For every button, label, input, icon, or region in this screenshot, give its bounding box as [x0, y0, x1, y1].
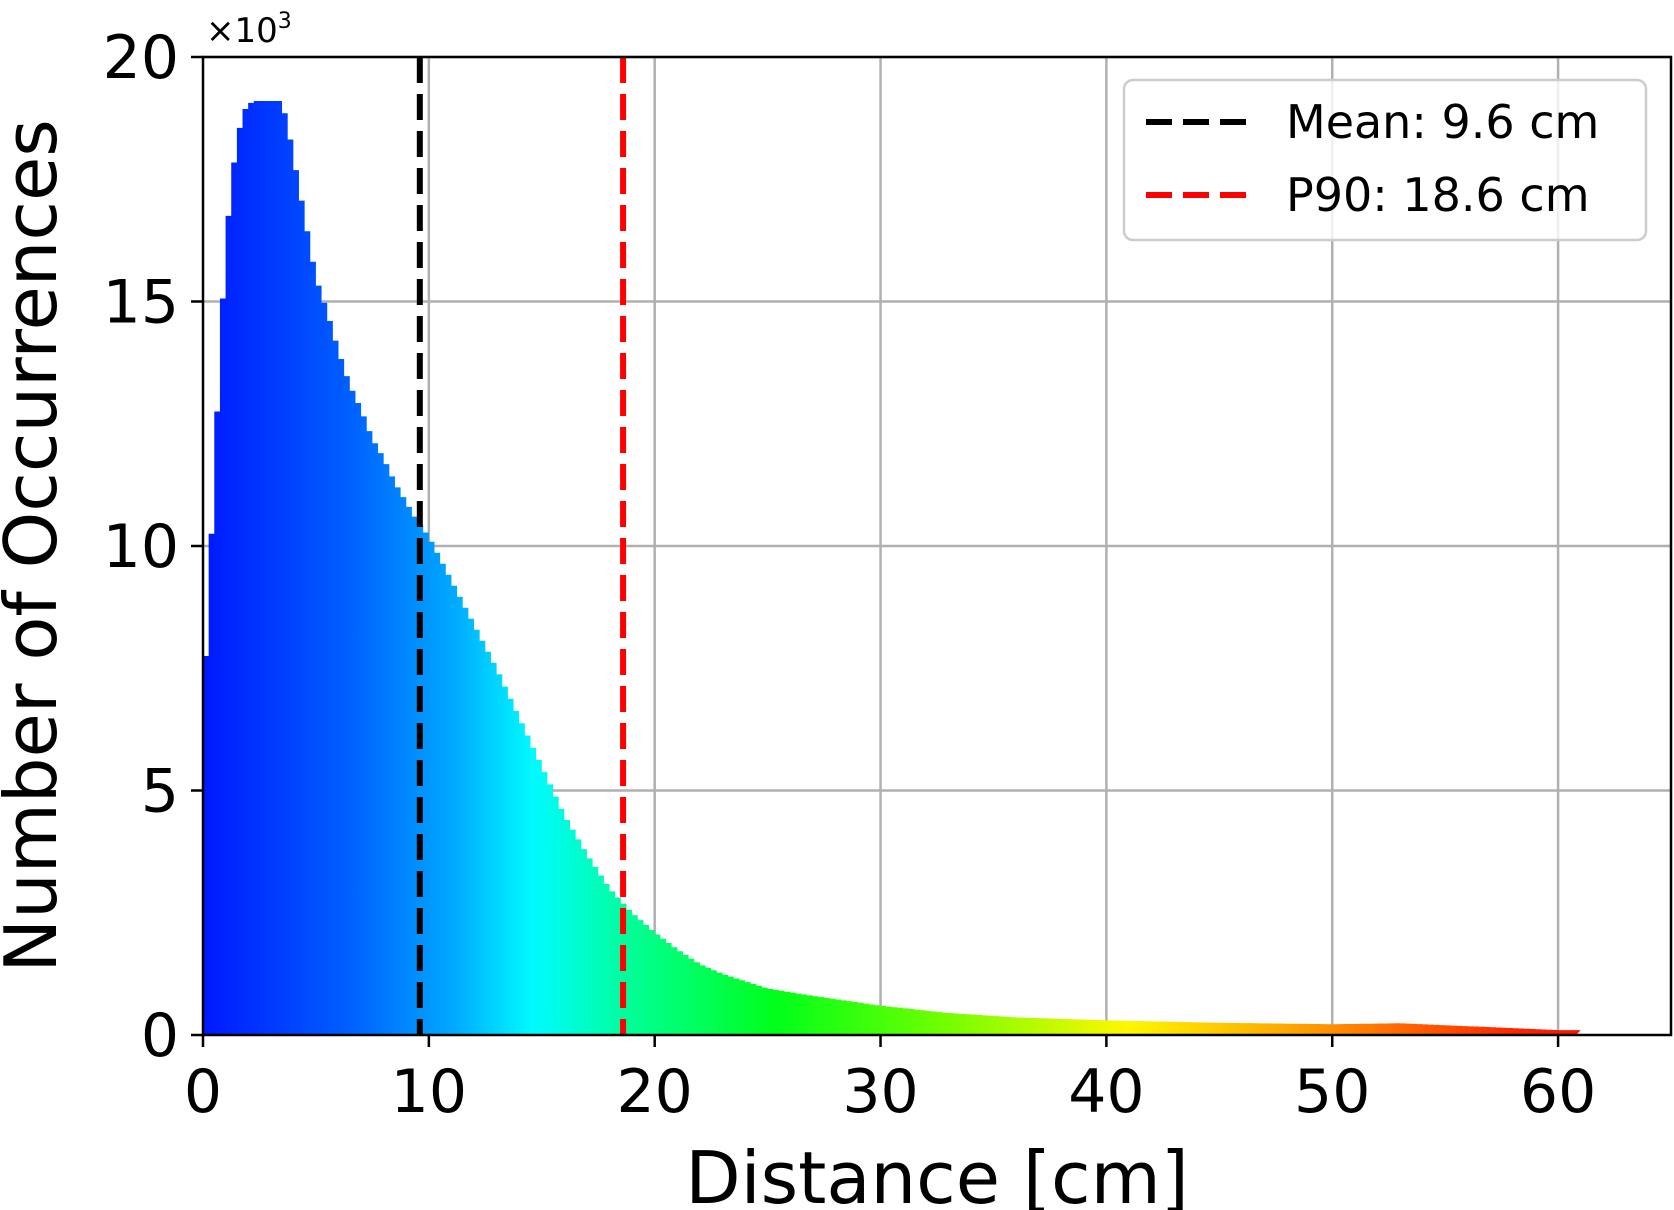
y-tick-label-20: 20 — [103, 23, 179, 93]
x-axis-label: Distance [cm] — [685, 1136, 1189, 1210]
y-tick-label-10: 10 — [103, 512, 179, 582]
x-tick-label-50: 50 — [1294, 1057, 1370, 1127]
x-tick-label-0: 0 — [184, 1057, 222, 1127]
y-tick-label-5: 5 — [141, 757, 179, 827]
y-tick-label-15: 15 — [103, 268, 179, 338]
x-tick-label-30: 30 — [842, 1057, 918, 1127]
x-tick-label-40: 40 — [1068, 1057, 1144, 1127]
y-axis-multiplier: ×103 — [206, 9, 292, 51]
legend-box — [1122, 78, 1648, 242]
x-tick-label-20: 20 — [617, 1057, 693, 1127]
legend: Mean: 9.6 cm P90: 18.6 cm — [1122, 78, 1648, 242]
x-tick-label-10: 10 — [391, 1057, 467, 1127]
legend-label-p90: P90: 18.6 cm — [1286, 168, 1590, 222]
legend-label-mean: Mean: 9.6 cm — [1286, 95, 1599, 149]
histogram-area — [203, 101, 1581, 1035]
y-axis-ticks: 0 5 10 15 20 — [103, 23, 203, 1071]
x-tick-label-60: 60 — [1520, 1057, 1596, 1127]
y-tick-label-0: 0 — [141, 1001, 179, 1071]
y-axis-label: Number of Occurrences — [0, 119, 73, 973]
x-axis-ticks: 0 10 20 30 40 50 60 — [184, 1035, 1596, 1127]
